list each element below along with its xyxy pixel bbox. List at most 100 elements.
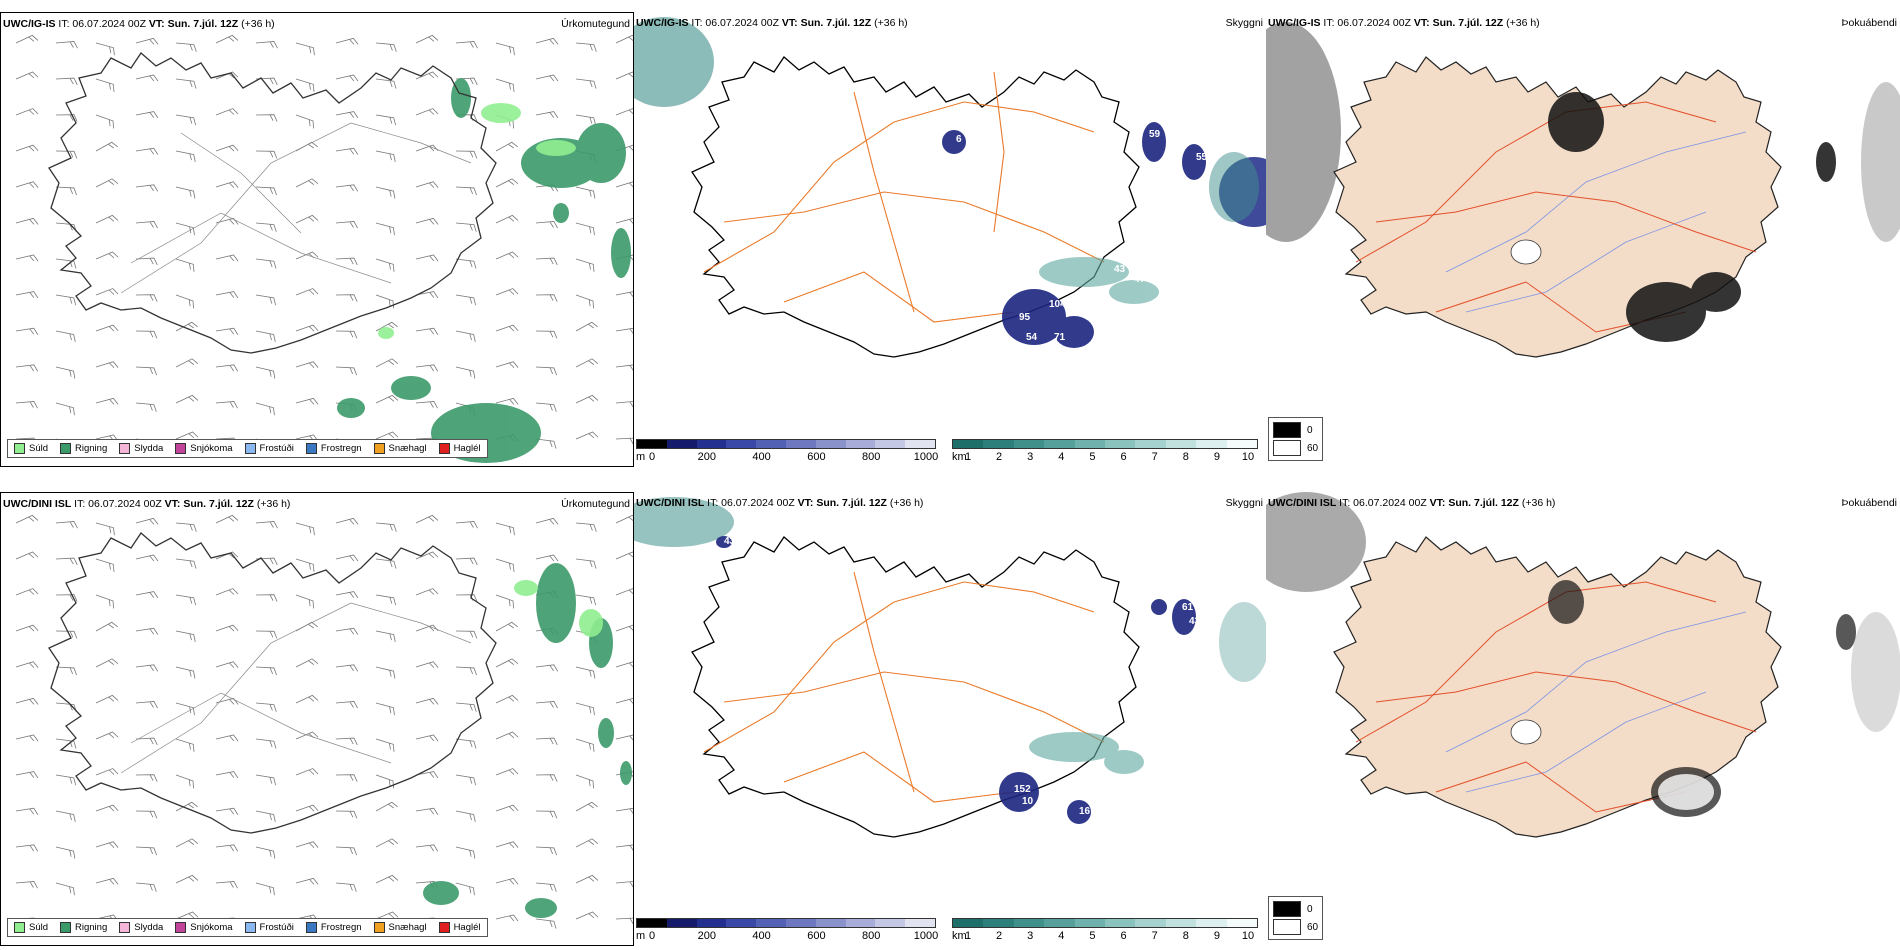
road-lines (703, 71, 1105, 323)
precip-legend-item: Frostúði (244, 443, 294, 454)
variable-title: Þokuábendi (1841, 497, 1897, 509)
wind-barb (575, 114, 597, 126)
wind-barb (455, 366, 476, 379)
wind-barb (15, 624, 39, 632)
precip-panel-bottom: UWC/DINI ISL IT: 06.07.2024 00Z VT: Sun.… (0, 492, 634, 946)
colorbar-tick: 800 (862, 451, 881, 463)
wind-barb (135, 184, 159, 192)
wind-barb (95, 114, 114, 129)
colorbar-tick: 1 (964, 451, 972, 463)
wind-barb (255, 594, 278, 602)
wind-barb (575, 222, 595, 236)
wind-barb (615, 807, 633, 815)
colorbar-segment (845, 440, 876, 448)
wind-barb (255, 521, 278, 529)
colorbar-segment (1165, 919, 1197, 927)
wind-barb (55, 846, 76, 859)
wind-barb (215, 588, 239, 596)
wind-barb (215, 144, 239, 152)
coastline (48, 532, 497, 834)
colorbar-segment (1105, 919, 1136, 927)
wind-barb (15, 144, 39, 152)
colorbar-tick: 1 (964, 930, 972, 942)
colorbar-segment (875, 919, 906, 927)
colorbar-tick: 9 (1213, 451, 1220, 463)
wind-barb (375, 114, 397, 126)
wind-barb (615, 181, 633, 189)
wind-barb (575, 558, 597, 569)
wind-barb (575, 874, 599, 884)
wind-barb (95, 594, 114, 609)
wind-barb (295, 841, 319, 849)
wind-barb (175, 911, 199, 920)
wind-barb (95, 42, 115, 56)
cloud-map: 6 59 55 104 95 54 71 47 43 57 (634, 17, 1266, 360)
wind-barb (255, 294, 277, 306)
wind-barb (55, 557, 78, 566)
wind-barb (255, 258, 277, 269)
wind-barb (95, 694, 119, 704)
wind-barb (55, 666, 77, 676)
variable-title: Úrkomutegund (561, 18, 630, 30)
cloud-labels: 6 59 55 104 95 54 71 47 43 57 (956, 129, 1208, 360)
colorbar-tick: 1000 (913, 451, 939, 463)
wind-barb (295, 694, 319, 704)
wind-barb (15, 327, 39, 335)
wind-barb (415, 697, 439, 705)
wind-barb (215, 327, 239, 335)
wind-barb (95, 214, 119, 224)
colorbar-segment (726, 919, 757, 927)
wind-barb (615, 401, 633, 409)
colorbar-tick: 7 (1151, 930, 1158, 942)
wind-barb (455, 330, 476, 342)
wind-barb (615, 327, 633, 335)
wind-barb (495, 731, 519, 740)
wind-barb (615, 551, 633, 560)
wind-barb (375, 838, 399, 848)
wind-barb (215, 807, 239, 815)
km-colorbar-ticks: km 1 2 3 4 5 6 7 8 9 10 (952, 449, 1258, 463)
wind-barb (95, 768, 119, 776)
wind-barb (375, 522, 397, 532)
precip-legend-item: Frostregn (305, 922, 362, 933)
colorbar-tick: 6 (1120, 930, 1127, 942)
road-lines (703, 571, 1105, 803)
wind-barb (455, 222, 477, 232)
cloud-value-label: 71 (1054, 332, 1066, 343)
wind-barb (415, 401, 438, 409)
colorbar-tick: 200 (697, 451, 716, 463)
cloud-value-label: 152 (1014, 784, 1031, 795)
colorbar-tick: 200 (697, 930, 716, 942)
low-cloud-areas (716, 536, 1196, 824)
colorbar-segment (1013, 919, 1045, 927)
wind-barb (535, 918, 557, 929)
drizzle-areas (378, 103, 576, 339)
colorbar-segment (1074, 919, 1106, 927)
coastline (48, 52, 497, 354)
wind-barb (135, 882, 157, 892)
rain-areas (423, 563, 632, 918)
drizzle-areas (514, 580, 603, 637)
coastline (691, 56, 1140, 358)
fog-legend-swatch (1273, 919, 1301, 935)
wind-barb (255, 810, 276, 822)
colorbar-segment (1044, 919, 1075, 927)
wind-barb (455, 774, 477, 786)
wind-barb (255, 666, 277, 676)
wind-barb (455, 150, 478, 159)
wind-barb (135, 627, 159, 635)
colorbar-segment (1196, 440, 1227, 448)
wind-barb (335, 701, 358, 709)
wind-barb (575, 42, 597, 52)
cloud-value-label: 433 (724, 536, 741, 547)
wind-barb (535, 221, 558, 229)
wind-barb (415, 181, 439, 189)
legend-label: Súld (29, 922, 49, 933)
colorbar-tick: 10 (1241, 930, 1255, 942)
wind-barb (455, 41, 478, 49)
wind-barb (135, 591, 159, 599)
wind-barb (455, 738, 477, 749)
wind-barb (535, 402, 557, 412)
precip-legend: Súld Rigning Slydda Snjókoma Frostúði Frostre… (7, 918, 488, 937)
wind-barb (535, 737, 558, 746)
